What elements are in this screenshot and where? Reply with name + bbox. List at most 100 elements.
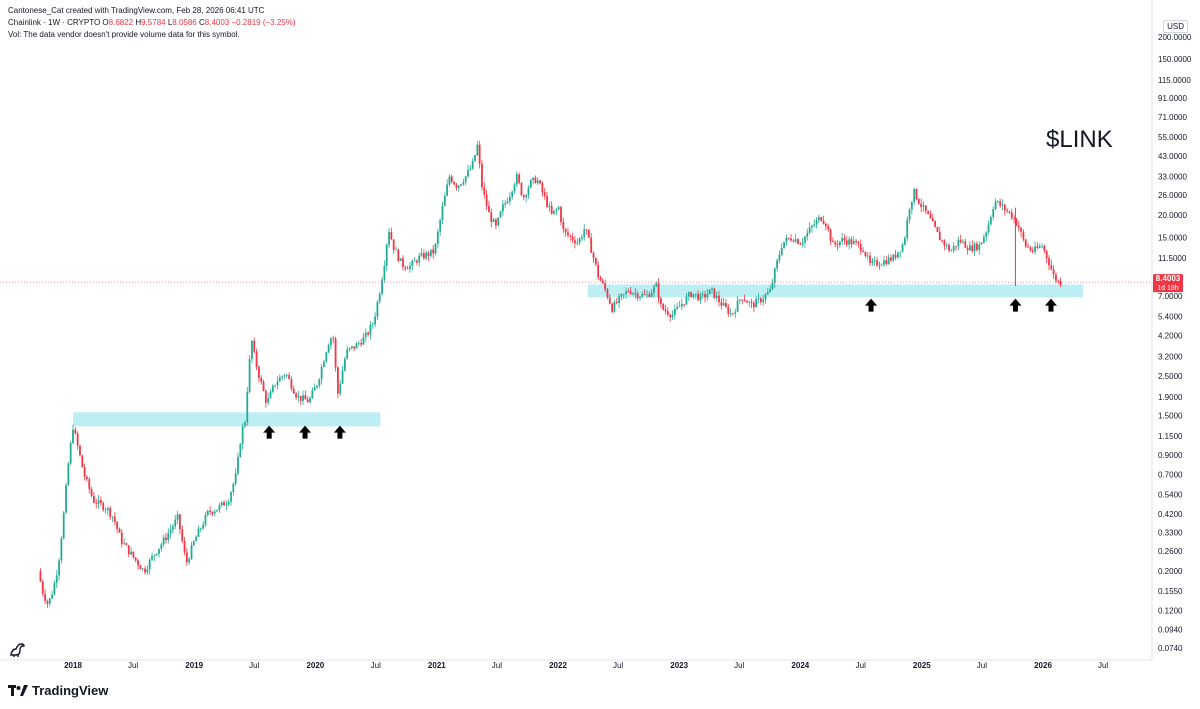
candle-body <box>518 174 521 183</box>
y-tick-label: 11.5000 <box>1158 254 1187 263</box>
candle-body <box>680 303 683 307</box>
candle-body <box>276 381 279 386</box>
candle-body <box>843 238 846 241</box>
x-tick-label: Jul <box>977 661 987 670</box>
candle-body <box>1045 250 1048 259</box>
candle-body <box>892 254 895 261</box>
candle-body <box>608 297 611 304</box>
candle-body <box>759 298 762 303</box>
attribution-text: Cantonese_Cat created with TradingView.c… <box>8 6 265 15</box>
candle-body <box>1052 269 1055 275</box>
candle-body <box>478 144 481 164</box>
candle-body <box>125 543 128 546</box>
candle-body <box>174 519 177 527</box>
chart-header: Cantonese_Cat created with TradingView.c… <box>8 6 264 16</box>
candle-body <box>943 240 946 246</box>
candle-body <box>462 182 465 185</box>
candle-body <box>62 512 65 539</box>
candle-body <box>529 180 532 188</box>
candle-body <box>704 294 706 298</box>
candle-body <box>246 391 249 423</box>
candle-body <box>883 260 885 265</box>
candle-body <box>822 220 825 224</box>
candle-body <box>722 303 725 306</box>
currency-selector[interactable]: USD <box>1163 20 1188 33</box>
candle-body <box>736 300 739 312</box>
candle-body <box>264 390 267 403</box>
candle-body <box>74 429 77 434</box>
candle-body <box>216 509 218 512</box>
candle-body <box>897 252 899 258</box>
candle-body <box>251 340 253 360</box>
tradingview-brand[interactable]: TradingView <box>8 683 108 698</box>
candle-body <box>218 505 221 510</box>
candle-body <box>983 236 985 243</box>
candle-body <box>999 201 1002 206</box>
candle-body <box>964 241 967 248</box>
candle-body <box>850 239 853 245</box>
candle-body <box>306 399 309 403</box>
candle-body <box>922 205 925 207</box>
candle-body <box>824 223 827 227</box>
candle-body <box>327 345 330 353</box>
y-tick-label: 0.5400 <box>1158 490 1183 499</box>
candle-body <box>346 349 349 359</box>
candle-body <box>976 243 978 251</box>
x-tick-label: Jul <box>249 661 259 670</box>
up-arrow-icon <box>1009 298 1022 312</box>
y-tick-label: 0.0940 <box>1158 626 1183 635</box>
candle-body <box>752 302 755 308</box>
candle-body <box>994 201 997 209</box>
candle-body <box>144 568 146 573</box>
x-tick-label: Jul <box>1098 661 1108 670</box>
open-value: 8.6822 <box>108 18 134 27</box>
y-tick-label: 0.4200 <box>1158 510 1183 519</box>
y-tick-label: 3.2000 <box>1158 353 1183 362</box>
candle-body <box>95 502 98 504</box>
y-tick-label: 15.0000 <box>1158 233 1187 242</box>
candle-body <box>109 507 112 517</box>
candle-body <box>385 244 388 266</box>
candle-body <box>715 295 718 298</box>
y-tick-label: 0.1200 <box>1158 607 1183 616</box>
candle-body <box>583 229 586 237</box>
candle-body <box>585 229 588 231</box>
candle-body <box>104 509 107 511</box>
candle-body <box>495 219 497 226</box>
candle-body <box>360 343 363 345</box>
candle-body <box>330 338 332 346</box>
candle-body <box>309 398 311 403</box>
candle-body <box>885 260 888 265</box>
candle-body <box>297 396 300 398</box>
candle-body <box>134 557 137 561</box>
candle-body <box>481 163 483 188</box>
y-tick-label: 0.1550 <box>1158 587 1183 596</box>
candle-body <box>195 536 198 542</box>
x-tick-label: 2022 <box>549 661 567 670</box>
y-tick-label: 2.5000 <box>1158 372 1183 381</box>
candle-body <box>420 253 423 256</box>
candle-body <box>332 338 335 340</box>
dino-icon[interactable] <box>8 640 26 658</box>
candle-body <box>220 502 223 506</box>
candle-body <box>725 303 727 307</box>
candle-body <box>690 292 693 297</box>
candle-body <box>79 445 81 456</box>
candle-body <box>845 240 848 245</box>
candle-body <box>992 208 995 218</box>
candle-body <box>657 283 660 299</box>
y-tick-label: 150.0000 <box>1158 55 1192 64</box>
candle-body <box>678 306 681 308</box>
candle-body <box>620 294 623 297</box>
x-tick-label: Jul <box>734 661 744 670</box>
candle-body <box>295 393 297 398</box>
candle-body <box>81 455 84 468</box>
candle-body <box>450 176 453 183</box>
candle-body <box>748 301 751 303</box>
candle-body <box>471 160 474 169</box>
candle-body <box>708 289 711 295</box>
y-tick-label: 0.9000 <box>1158 451 1183 460</box>
candle-body <box>894 254 897 258</box>
